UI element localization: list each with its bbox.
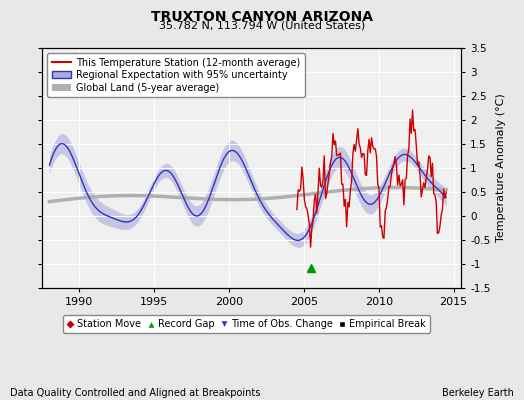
Text: Berkeley Earth: Berkeley Earth [442,388,514,398]
Text: Data Quality Controlled and Aligned at Breakpoints: Data Quality Controlled and Aligned at B… [10,388,261,398]
Legend: This Temperature Station (12-month average), Regional Expectation with 95% uncer: This Temperature Station (12-month avera… [47,53,305,98]
Y-axis label: Temperature Anomaly (°C): Temperature Anomaly (°C) [496,94,506,242]
Legend: Station Move, Record Gap, Time of Obs. Change, Empirical Break: Station Move, Record Gap, Time of Obs. C… [63,315,430,333]
Text: 35.782 N, 113.794 W (United States): 35.782 N, 113.794 W (United States) [159,21,365,31]
Text: TRUXTON CANYON ARIZONA: TRUXTON CANYON ARIZONA [151,10,373,24]
